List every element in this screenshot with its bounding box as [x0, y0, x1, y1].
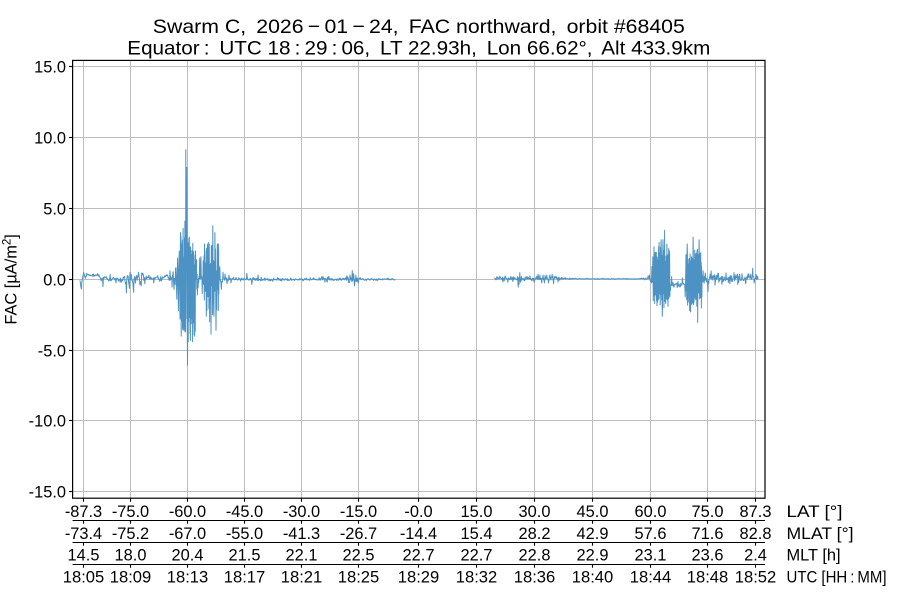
svg-text:23.1: 23.1 — [635, 547, 667, 565]
svg-text:-75.0: -75.0 — [112, 503, 149, 521]
svg-text:20.4: 20.4 — [172, 547, 204, 565]
svg-text:Swarm C, 2026 − 01 − 24, FAC: Swarm C, 2026 − 01 − 24, FAC northward, … — [153, 16, 685, 38]
svg-text:15.4: 15.4 — [461, 525, 493, 543]
svg-text:15.0: 15.0 — [34, 58, 66, 76]
svg-text:-5.0: -5.0 — [38, 342, 66, 360]
svg-text:15.0: 15.0 — [461, 503, 493, 521]
svg-text:42.9: 42.9 — [577, 525, 609, 543]
svg-text:18:29: 18:29 — [398, 569, 440, 587]
svg-text:-15.0: -15.0 — [29, 483, 66, 501]
svg-text:-75.2: -75.2 — [112, 525, 149, 543]
svg-text:28.2: 28.2 — [519, 525, 551, 543]
svg-text:5.0: 5.0 — [43, 200, 66, 218]
svg-text:-26.7: -26.7 — [340, 525, 377, 543]
svg-text:18:21: 18:21 — [281, 569, 323, 587]
svg-text:14.5: 14.5 — [68, 547, 100, 565]
svg-text:22.7: 22.7 — [403, 547, 435, 565]
svg-text:87.3: 87.3 — [740, 503, 772, 521]
svg-text:30.0: 30.0 — [519, 503, 551, 521]
svg-text:-73.4: -73.4 — [65, 525, 102, 543]
svg-text:2.4: 2.4 — [744, 547, 767, 565]
svg-text:-30.0: -30.0 — [283, 503, 320, 521]
svg-text:-0.0: -0.0 — [404, 503, 432, 521]
svg-text:-60.0: -60.0 — [169, 503, 206, 521]
svg-text:71.6: 71.6 — [692, 525, 724, 543]
svg-text:FAC [µA/m2]: FAC [µA/m2] — [1, 234, 20, 325]
svg-text:-67.0: -67.0 — [169, 525, 206, 543]
svg-text:22.5: 22.5 — [343, 547, 375, 565]
svg-text:-55.0: -55.0 — [226, 525, 263, 543]
svg-text:23.6: 23.6 — [692, 547, 724, 565]
svg-text:22.9: 22.9 — [577, 547, 609, 565]
svg-text:-41.3: -41.3 — [283, 525, 320, 543]
svg-text:18:05: 18:05 — [63, 569, 105, 587]
svg-text:-10.0: -10.0 — [29, 412, 66, 430]
svg-text:60.0: 60.0 — [635, 503, 667, 521]
svg-text:18:36: 18:36 — [514, 569, 556, 587]
svg-text:MLAT [°]: MLAT [°] — [787, 525, 854, 543]
svg-text:18:40: 18:40 — [572, 569, 614, 587]
svg-text:LAT [°]: LAT [°] — [787, 503, 843, 521]
svg-text:0.0: 0.0 — [43, 271, 66, 289]
svg-text:18:09: 18:09 — [110, 569, 152, 587]
svg-text:18:25: 18:25 — [338, 569, 380, 587]
svg-text:22.1: 22.1 — [286, 547, 318, 565]
svg-text:MLT [h]: MLT [h] — [787, 547, 841, 565]
svg-text:10.0: 10.0 — [34, 129, 66, 147]
svg-text:-14.4: -14.4 — [400, 525, 437, 543]
svg-text:18.0: 18.0 — [115, 547, 147, 565]
svg-text:21.5: 21.5 — [229, 547, 261, 565]
svg-text:82.8: 82.8 — [740, 525, 772, 543]
svg-text:18:48: 18:48 — [687, 569, 729, 587]
svg-text:22.7: 22.7 — [461, 547, 493, 565]
svg-text:18:17: 18:17 — [224, 569, 266, 587]
svg-text:75.0: 75.0 — [692, 503, 724, 521]
svg-text:-15.0: -15.0 — [340, 503, 377, 521]
svg-text:-87.3: -87.3 — [65, 503, 102, 521]
svg-text:45.0: 45.0 — [577, 503, 609, 521]
svg-text:18:52: 18:52 — [735, 569, 777, 587]
svg-text:57.6: 57.6 — [635, 525, 667, 543]
svg-text:22.8: 22.8 — [519, 547, 551, 565]
svg-text:-45.0: -45.0 — [226, 503, 263, 521]
svg-text:Equator : UTC 18 : 29 : 06,: Equator : UTC 18 : 29 : 06, LT 22.93h, L… — [127, 38, 710, 60]
svg-text:18:13: 18:13 — [167, 569, 209, 587]
svg-text:18:32: 18:32 — [456, 569, 498, 587]
svg-text:UTC [HH : MM]: UTC [HH : MM] — [787, 569, 887, 587]
svg-text:18:44: 18:44 — [630, 569, 672, 587]
